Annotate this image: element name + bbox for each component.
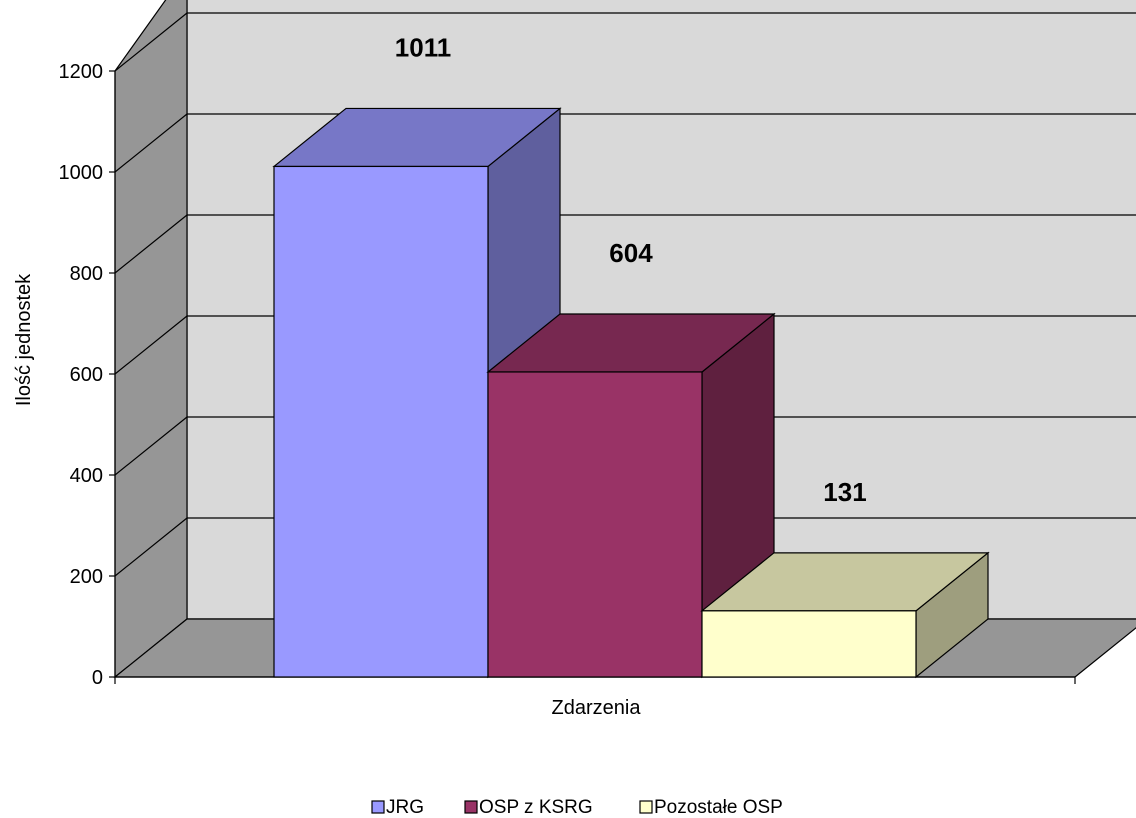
data-label: 604: [609, 238, 653, 268]
legend-swatch: [371, 800, 385, 814]
data-label: 131: [823, 477, 866, 507]
legend-label: OSP z KSRG: [479, 797, 593, 818]
legend-label: Pozostałe OSP: [654, 797, 783, 818]
bar-osp-z-ksrg: [486, 312, 776, 679]
x-axis-title: Zdarzenia: [552, 697, 642, 719]
gridline: [114, 12, 1136, 72]
bar-pozosta-e-osp: [700, 551, 990, 679]
legend-swatch: [639, 800, 653, 814]
y-axis-ticks: 0 200 400 600 800 1000 1200: [59, 61, 1076, 689]
y-tick-label: 1200: [59, 61, 104, 83]
y-axis-title: Ilość jednostek: [13, 273, 35, 406]
gridlines: [114, 12, 1136, 577]
data-label: 1011: [395, 32, 451, 62]
data-labels: 1011 604 131: [395, 32, 867, 506]
y-tick-label: 400: [70, 465, 103, 487]
legend-label: JRG: [386, 797, 424, 818]
bars: [272, 107, 990, 679]
gridline: [114, 214, 1136, 274]
gridline: [114, 416, 1136, 476]
gridline: [114, 517, 1136, 577]
y-tick-label: 800: [70, 263, 103, 285]
gridline: [114, 113, 1136, 173]
bar-front: [487, 371, 703, 678]
bar-front: [701, 610, 917, 678]
y-tick-label: 0: [92, 667, 103, 689]
y-tick-label: 600: [70, 364, 103, 386]
gridline: [114, 315, 1136, 375]
legend: JRG OSP z KSRG Pozostałe OSP: [371, 797, 783, 818]
side-wall: [114, 0, 188, 679]
y-tick-label: 200: [70, 566, 103, 588]
y-tick-label: 1000: [59, 162, 104, 184]
bar-front: [273, 165, 489, 678]
legend-swatch: [464, 800, 478, 814]
